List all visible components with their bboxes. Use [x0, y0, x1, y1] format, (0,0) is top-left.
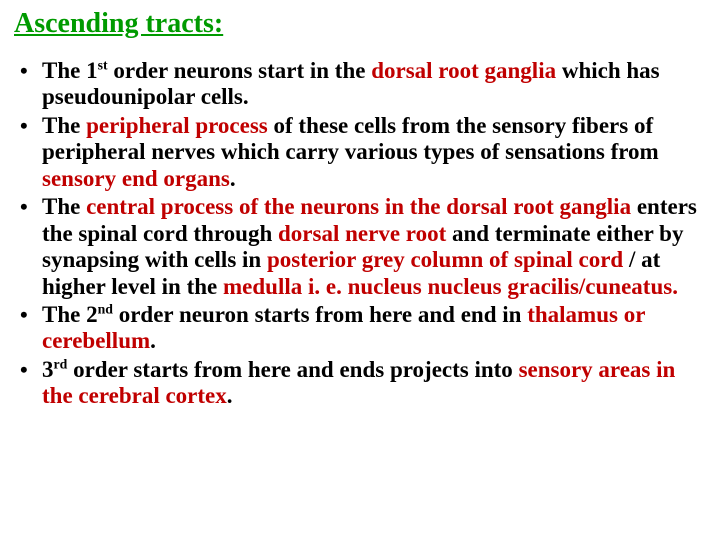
bullet-list: The 1st order neurons start in the dorsa… — [14, 58, 706, 410]
text-segment: dorsal nerve root — [278, 221, 452, 246]
text-segment: order neurons — [108, 58, 259, 83]
text-segment: The — [42, 113, 86, 138]
bullet-item: The peripheral process of these cells fr… — [14, 113, 706, 192]
text-segment: sensory end organs — [42, 166, 230, 191]
text-segment: start in the — [258, 58, 371, 83]
text-segment: The — [42, 302, 86, 327]
text-segment: order — [67, 357, 133, 382]
text-segment: medulla i. e. nucleus nucleus gracilis/c… — [223, 274, 678, 299]
bullet-item: The 2nd order neuron starts from here an… — [14, 302, 706, 355]
text-segment: 3 — [42, 357, 54, 382]
text-segment: . — [230, 166, 236, 191]
text-segment: 1 — [86, 58, 98, 83]
text-segment: central process of the neurons in the do… — [86, 194, 637, 219]
text-segment: st — [98, 57, 108, 72]
text-segment: nd — [98, 301, 113, 316]
text-segment: 2 — [86, 302, 98, 327]
text-segment: starts from here and end in — [255, 302, 528, 327]
text-segment: peripheral process — [86, 113, 273, 138]
bullet-item: The central process of the neurons in th… — [14, 194, 706, 300]
bullet-item: The 1st order neurons start in the dorsa… — [14, 58, 706, 111]
text-segment: posterior grey column of spinal cord — [267, 247, 629, 272]
text-segment: The — [42, 194, 86, 219]
slide-title: Ascending tracts: — [14, 8, 706, 40]
text-segment: dorsal root ganglia — [371, 58, 562, 83]
text-segment: The — [42, 58, 86, 83]
bullet-item: 3rd order starts from here and ends proj… — [14, 357, 706, 410]
text-segment: . — [227, 383, 233, 408]
text-segment: rd — [54, 356, 68, 371]
text-segment: order neuron — [113, 302, 255, 327]
text-segment: starts from here and ends projects into — [133, 357, 518, 382]
text-segment: . — [150, 328, 156, 353]
